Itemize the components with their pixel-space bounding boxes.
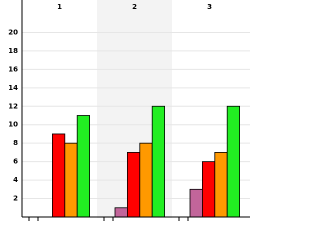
y-tick-label: 20	[8, 28, 18, 36]
bar	[64, 142, 78, 218]
y-tick-label: 18	[8, 47, 18, 55]
y-tick-label: 12	[8, 102, 18, 110]
bar	[127, 152, 141, 218]
bar	[189, 188, 203, 218]
bar	[151, 105, 165, 218]
y-tick-label: 6	[13, 158, 18, 166]
y-tick-label: 8	[13, 139, 18, 147]
bar	[226, 105, 240, 218]
x-tick-label: 1	[57, 3, 62, 11]
y-tick-label: 14	[8, 84, 18, 92]
x-tick-label: 3	[207, 3, 212, 11]
bar	[52, 133, 66, 218]
bar	[214, 152, 228, 218]
y-tick-label: 10	[8, 121, 18, 129]
y-tick-label: 4	[13, 176, 18, 184]
bar	[201, 161, 216, 218]
y-tick-label: 2	[13, 195, 18, 203]
x-tick-label: 2	[132, 3, 137, 11]
bar	[139, 142, 153, 218]
bar	[76, 115, 90, 218]
y-tick-label: 16	[8, 65, 18, 73]
bar	[114, 207, 128, 218]
